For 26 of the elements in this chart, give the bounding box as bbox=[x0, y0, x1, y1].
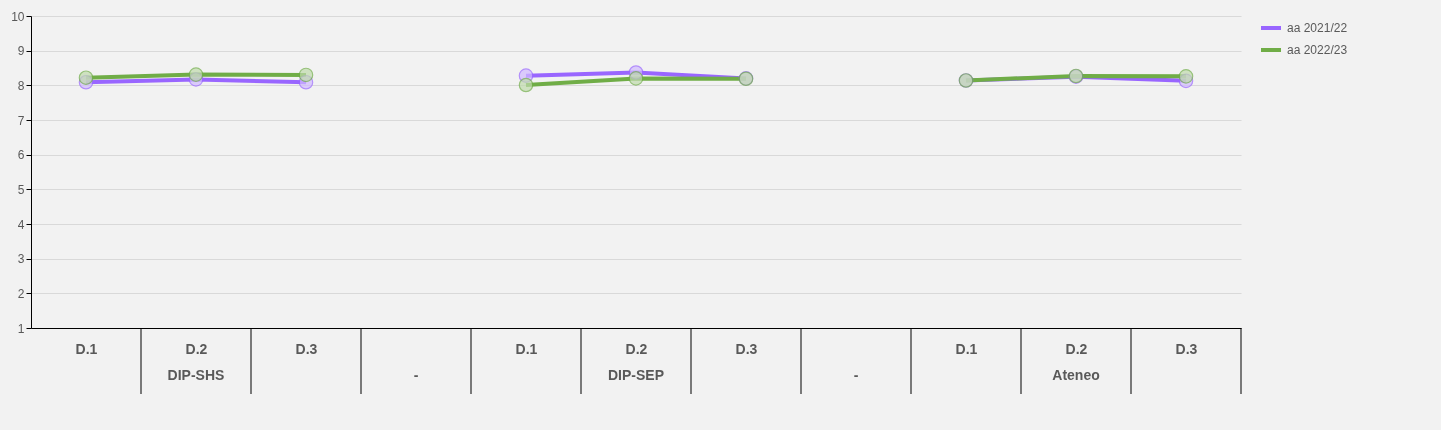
text: - bbox=[853, 367, 859, 383]
x-tick-label: D.2 bbox=[625, 340, 648, 357]
text: DIP-SHS bbox=[167, 367, 225, 383]
y-tick-label: 2 bbox=[17, 286, 25, 301]
y-tick-label: 7 bbox=[17, 113, 25, 128]
x-tick-label: D.1 bbox=[75, 340, 98, 357]
x-tick-label: D.2 bbox=[185, 340, 208, 357]
text: Ateneo bbox=[1052, 367, 1100, 383]
legend-label: aa 2021/22 bbox=[1287, 21, 1348, 35]
x-tick-label: D.3 bbox=[735, 340, 758, 357]
y-tick-label: 1 bbox=[17, 321, 25, 336]
y-tick-label: 10 bbox=[11, 9, 25, 24]
x-tick-label: D.2 bbox=[1065, 340, 1088, 357]
text: - bbox=[413, 367, 419, 383]
legend-label: aa 2022/23 bbox=[1287, 43, 1348, 57]
y-tick-label: 6 bbox=[17, 148, 25, 163]
x-tick-label: D.1 bbox=[515, 340, 538, 357]
x-tick-label: D.3 bbox=[1175, 340, 1198, 357]
y-tick-label: 3 bbox=[17, 252, 25, 267]
y-tick-label: 9 bbox=[17, 44, 25, 59]
x-tick-label: D.3 bbox=[295, 340, 318, 357]
text: DIP-SEP bbox=[607, 367, 665, 383]
y-tick-label: 8 bbox=[17, 78, 25, 93]
y-tick-label: 5 bbox=[17, 182, 25, 197]
y-tick-label: 4 bbox=[17, 217, 25, 232]
x-tick-label: D.1 bbox=[955, 340, 978, 357]
